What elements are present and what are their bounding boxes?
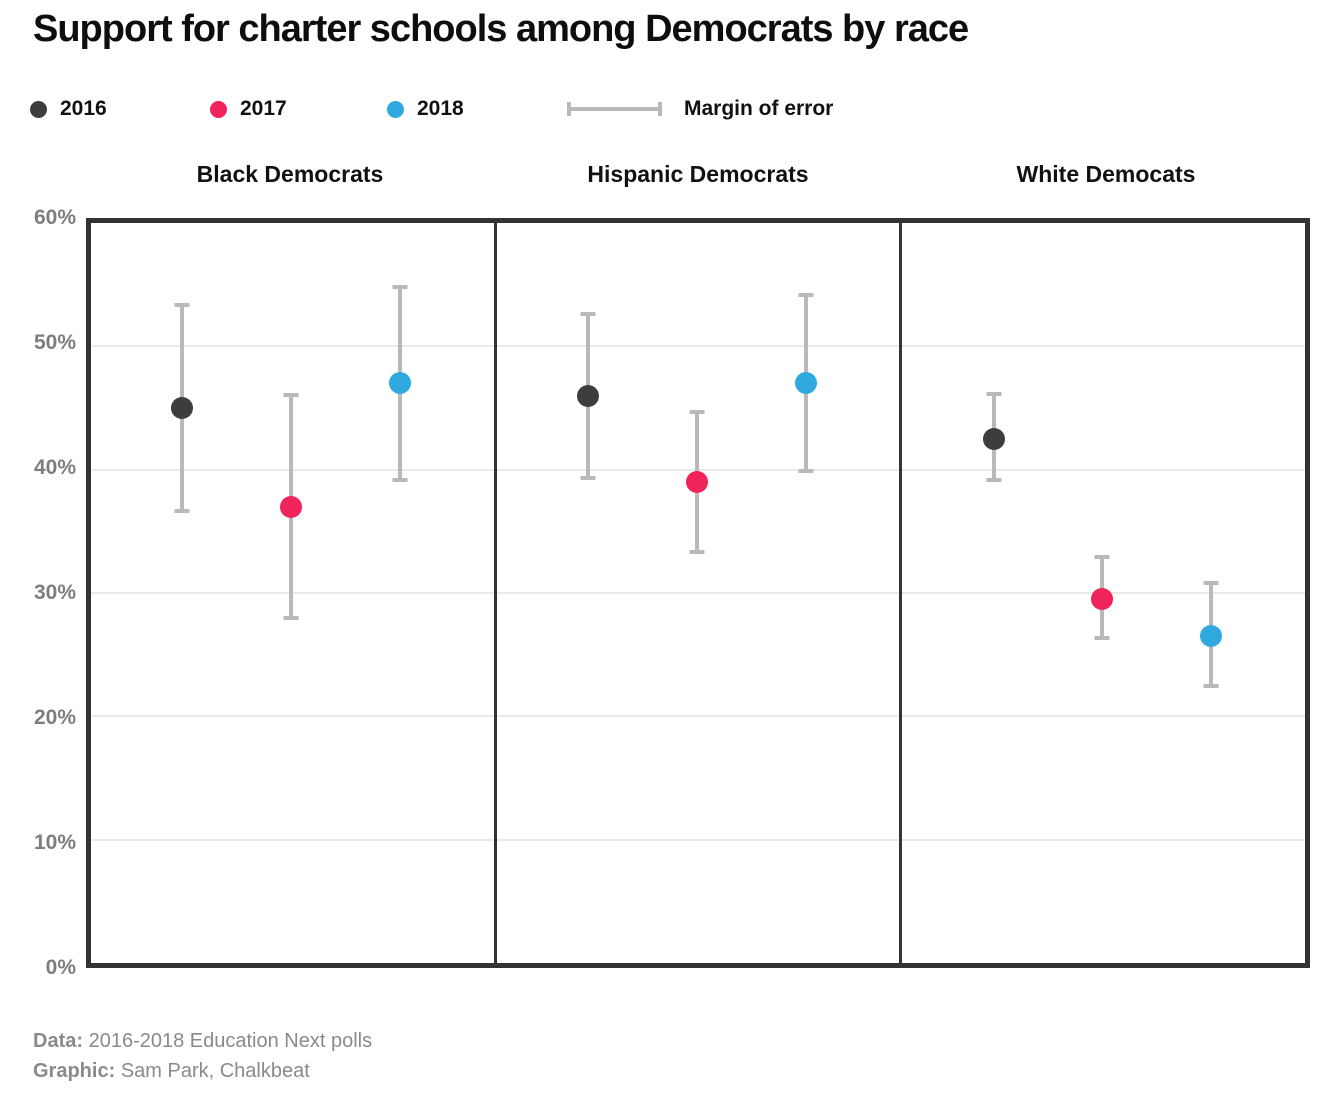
data-point-2016 [577,384,600,407]
footer-data-label: Data: [33,1030,84,1052]
footer-data-text: 2016-2018 Education Next polls [88,1030,373,1052]
gridline [91,345,1305,348]
y-tick-label: 0% [45,956,76,979]
data-point-2017 [280,495,303,518]
legend-marker-2016-icon [30,100,47,118]
plot-area [86,218,1310,968]
gridline [91,838,1305,841]
panel-title-hispanic-democrats: Hispanic Democrats [587,161,809,187]
data-point-2018 [1200,625,1223,648]
legend-label-margin-of-error: Margin of error [684,97,834,120]
gridline [91,592,1305,594]
y-tick-label: 10% [33,831,76,854]
data-point-2016 [171,397,194,419]
y-tick-label: 40% [33,456,76,479]
footer-graphic-line: Graphic: Sam Park, Chalkbeat [33,1056,372,1086]
panels-container [91,223,1305,963]
footer: Data: 2016-2018 Education Next polls Gra… [33,1026,372,1086]
data-point-2018 [794,372,817,395]
y-tick-label: 60% [33,206,76,229]
legend-label-2018: 2018 [417,97,464,120]
legend-label-2016: 2016 [60,97,107,120]
legend: 2016 2017 2018 Margin of error [0,94,1344,124]
legend-marker-2018-icon [387,100,404,118]
margin-of-error-icon [567,107,662,111]
legend-item-2018: 2018 [387,94,464,124]
footer-data-line: Data: 2016-2018 Education Next polls [33,1026,372,1056]
panel-black-democrats [91,223,497,963]
panel-title-black-democrats: Black Democrats [196,161,384,187]
legend-marker-2017-icon [210,100,227,118]
data-point-2017 [1091,588,1114,611]
footer-graphic-label: Graphic: [33,1060,116,1082]
panel-hispanic-democrats [497,223,903,963]
data-point-2017 [685,471,708,493]
y-axis: 60% 50% 40% 30% 20% 10% 0% [0,206,76,979]
panel-title-white-democrats: White Democats [1016,161,1196,187]
gridline [91,715,1305,718]
legend-item-2016: 2016 [30,94,107,124]
data-point-2016 [982,427,1005,450]
data-point-2018 [388,372,411,395]
y-tick-label: 30% [33,581,76,604]
footer-graphic-text: Sam Park, Chalkbeat [120,1060,310,1082]
legend-item-margin-of-error: Margin of error [567,94,833,124]
y-tick-label: 50% [33,331,76,354]
y-tick-label: 20% [33,706,76,729]
legend-label-2017: 2017 [240,97,287,120]
legend-item-2017: 2017 [210,94,287,124]
panel-white-democats [902,223,1305,963]
chart-title: Support for charter schools among Democr… [33,8,969,50]
